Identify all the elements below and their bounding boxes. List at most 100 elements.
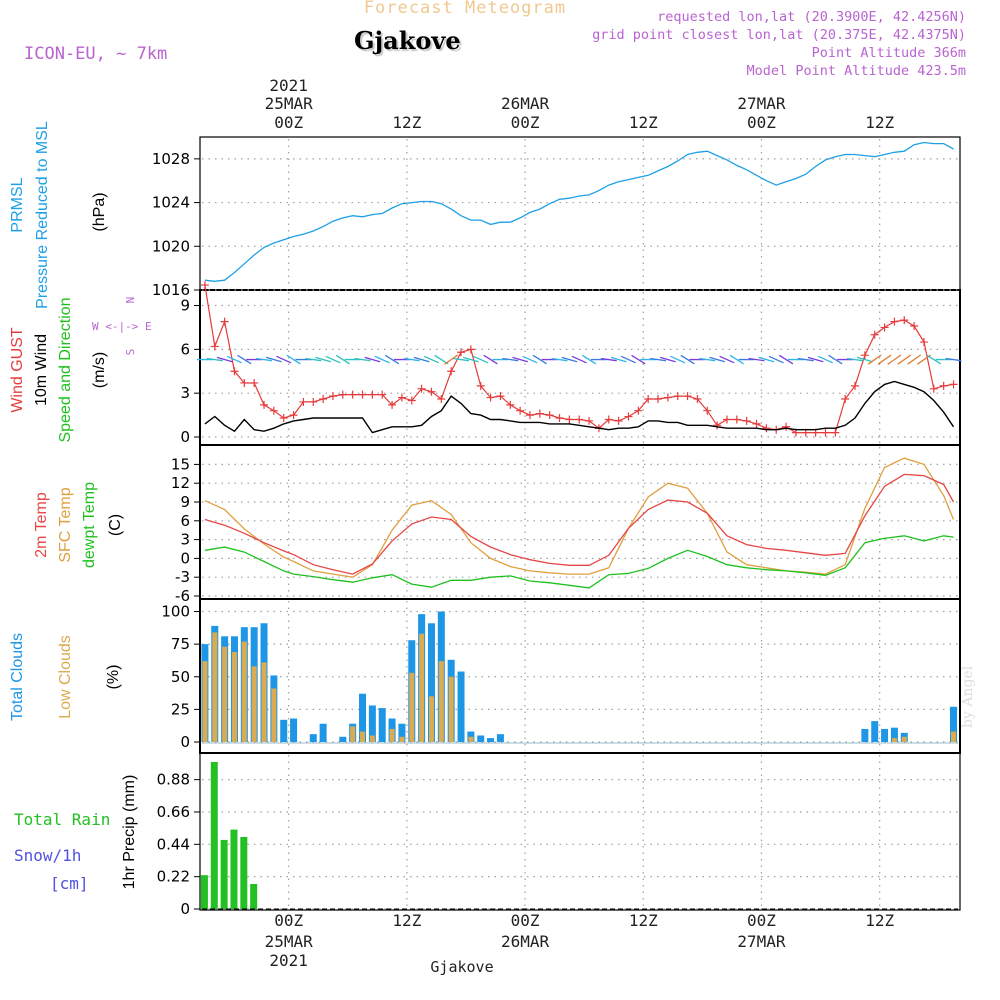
gust-point	[860, 351, 869, 360]
gust-point	[683, 392, 692, 401]
gust-point	[427, 387, 436, 396]
wind-direction-arrow	[276, 355, 292, 364]
gust-point	[919, 338, 928, 347]
cloud-label-2: Low Clouds	[57, 635, 74, 719]
gust-point	[230, 367, 239, 376]
gust-point	[535, 409, 544, 418]
gridpoint-coords: grid point closest lon,lat (20.375E, 42.…	[592, 27, 966, 43]
wind-direction-arrow	[778, 354, 794, 365]
wind-direction-arrow	[857, 356, 873, 363]
bottom-date-label: 27MAR	[737, 932, 786, 951]
gust-point	[939, 381, 948, 390]
data-marks	[196, 141, 962, 910]
gust-point	[870, 330, 879, 339]
y-tick-label: 9	[180, 493, 190, 511]
rain-bar	[220, 839, 228, 909]
gust-point	[397, 393, 406, 402]
wind-direction-arrow	[650, 357, 667, 362]
total-cloud-bar	[368, 705, 376, 742]
low-cloud-bar	[409, 672, 415, 742]
gust-point	[841, 395, 850, 404]
dewpt-temp-line	[204, 535, 954, 589]
bottom-time-label: 00Z	[274, 911, 303, 930]
gust-point	[417, 384, 426, 393]
wind-direction-arrow	[364, 356, 381, 363]
wind-direction-arrow	[325, 355, 341, 364]
y-tick-label: 100	[161, 603, 190, 621]
wind-direction-arrow	[444, 354, 459, 365]
total-cloud-bar	[290, 718, 298, 742]
wind-direction-arrow	[403, 357, 420, 362]
wind-direction-arrow	[610, 356, 627, 363]
gust-point	[732, 415, 741, 424]
low-cloud-bar	[231, 651, 237, 742]
2m-temp-line	[204, 473, 955, 575]
y-tick-label: 0	[180, 900, 190, 918]
total-cloud-bar	[378, 708, 386, 742]
gust-point	[358, 390, 367, 399]
wind-direction-arrow	[620, 355, 637, 364]
y-tick-label: 0.66	[157, 803, 190, 821]
total-cloud-bar	[477, 735, 485, 742]
total-cloud-bar	[280, 719, 288, 742]
gust-point	[279, 414, 288, 423]
low-cloud-bar	[891, 738, 897, 742]
pressure-label-1: PRMSL	[9, 177, 26, 232]
gust-point	[496, 392, 505, 401]
compass-s: S	[124, 349, 137, 356]
cloud-unit: (%)	[105, 665, 122, 690]
wind-direction-arrow	[660, 356, 676, 363]
panel-frame-wind	[199, 289, 961, 446]
y-tick-label: 25	[171, 700, 190, 718]
total-cloud-bar	[359, 693, 367, 742]
point-altitude: Point Altitude 366m	[811, 45, 966, 61]
wind-direction-arrow	[453, 357, 470, 362]
wind-direction-arrow	[828, 354, 843, 365]
gust-point	[722, 415, 731, 424]
gust-point	[693, 395, 702, 404]
wind-direction-arrow	[434, 354, 449, 365]
wind-direction-arrow	[926, 354, 941, 365]
bottom-time-label: 00Z	[511, 911, 540, 930]
compass-we: W <-|-> E	[92, 320, 152, 333]
wind-direction-arrow	[266, 356, 282, 363]
low-cloud-bar	[261, 662, 267, 742]
top-date-label: 27MAR	[737, 94, 786, 113]
gust-point	[250, 378, 259, 387]
total-cloud-bar	[871, 721, 879, 742]
bottom-year-label: 2021	[269, 951, 308, 970]
wind-direction-arrow	[561, 356, 578, 363]
gust-point	[900, 316, 909, 325]
wind-speed-line	[204, 380, 955, 434]
gust-point	[604, 415, 613, 424]
wind-direction-arrow	[315, 356, 331, 363]
gust-point	[200, 281, 209, 290]
panel-side-labels: PRMSL Pressure Reduced to MSL (hPa) Wind GU…	[9, 121, 152, 893]
y-tick-label: -3	[175, 568, 190, 586]
wind-direction-arrow	[237, 354, 252, 365]
gust-point	[949, 380, 958, 389]
wind-direction-arrow	[354, 357, 371, 362]
wind-direction-arrow	[719, 355, 735, 364]
gust-point	[742, 416, 751, 425]
gust-point	[673, 392, 682, 401]
total-cloud-bar	[496, 734, 504, 742]
gust-point	[269, 406, 278, 415]
precip-unit: 1hr Precip (mm)	[121, 775, 138, 890]
top-time-label: 12Z	[865, 113, 894, 132]
precip-label-1: Total Rain	[14, 810, 110, 829]
wind-direction-arrow	[670, 355, 686, 364]
pressure-unit: (hPa)	[91, 192, 108, 231]
top-date-label: 25MAR	[265, 94, 314, 113]
wind-direction-arrow	[522, 355, 538, 364]
gust-point	[634, 406, 643, 415]
gust-point	[328, 392, 337, 401]
gust-point	[831, 428, 840, 437]
gust-point	[437, 395, 446, 404]
low-cloud-bar	[271, 688, 277, 742]
gust-point	[880, 323, 889, 332]
gust-point	[752, 419, 761, 428]
gust-line	[204, 285, 954, 434]
bottom-time-label: 12Z	[865, 911, 894, 930]
